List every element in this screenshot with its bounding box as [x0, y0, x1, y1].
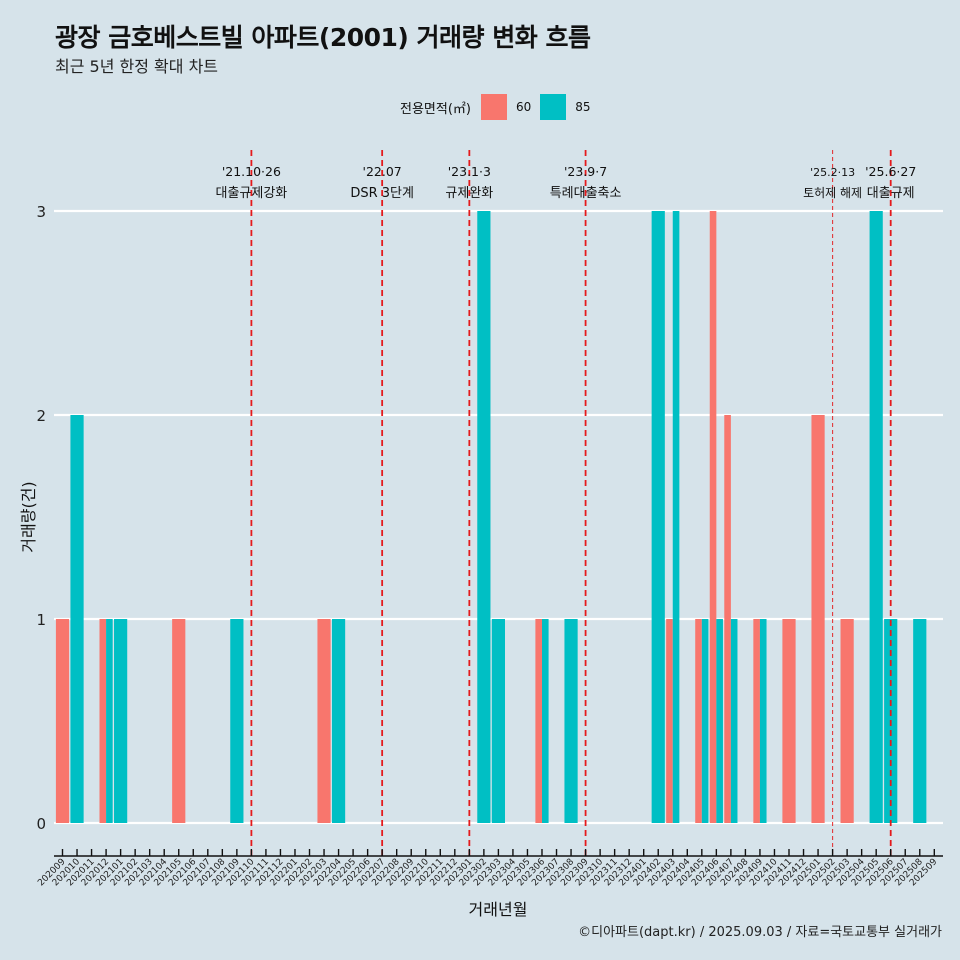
legend-title: 전용면적(㎡) [400, 101, 471, 117]
legend-swatch-60 [480, 94, 507, 120]
bar-60-202203 [317, 619, 331, 823]
y-tick-label: 1 [36, 611, 46, 629]
bar-60-202409 [753, 619, 760, 823]
annotation-date: '25.6·27 [865, 164, 916, 179]
legend: 전용면적(㎡) 60 85 [400, 93, 600, 121]
x-axis: 2020092020102020112020122021012021022021… [36, 849, 943, 888]
bar-85-202402 [651, 211, 665, 823]
bar-85-202204 [331, 619, 346, 823]
annotation-label: 대출규제 [867, 186, 915, 201]
annotation-lines [250, 150, 892, 857]
annotation-label: 특례대출축소 [550, 186, 622, 201]
bar-60-202306 [535, 619, 542, 823]
legend-label-60: 60 [515, 100, 532, 114]
annotation-label: 대출규제강화 [216, 186, 288, 201]
y-tick-label: 2 [36, 407, 46, 425]
annotation-label: DSR 3단계 [350, 186, 414, 201]
bar-85-202012 [106, 619, 113, 823]
bar-85-202302 [477, 211, 491, 823]
annotation-label: 토허제 해제 [803, 186, 862, 200]
bar-85-202407 [730, 619, 738, 823]
y-axis: 0 1 2 3 [36, 203, 46, 833]
bar-85-202405 [701, 619, 709, 823]
bar-85-202505 [869, 211, 883, 823]
annotation-date: '23.1·3 [448, 164, 491, 179]
bar-85-202010 [70, 415, 84, 823]
bar-60-202105 [172, 619, 186, 823]
bar-85-202406 [716, 619, 723, 823]
legend-swatch-85 [540, 94, 567, 120]
chart-title: 광장 금호베스트빌 아파트(2001) 거래량 변화 흐름 [55, 23, 591, 52]
x-axis-title: 거래년월 [469, 900, 528, 919]
bar-85-202308 [564, 619, 578, 823]
annotation-date: '22.07 [363, 164, 402, 179]
annotation-date: '21.10·26 [222, 164, 281, 179]
bar-85-202403 [672, 211, 680, 823]
annotation-date: '23.9·7 [564, 164, 607, 179]
y-tick-label: 0 [36, 815, 46, 833]
footer-credit: ©디아파트(dapt.kr) / 2025.09.03 / 자료=국토교통부 실… [578, 925, 942, 940]
bar-85-202303 [491, 619, 505, 823]
bar-60-202403 [666, 619, 673, 823]
annotation-date: '25.2·13 [810, 166, 855, 179]
bars [55, 211, 927, 823]
bar-85-202306 [541, 619, 549, 823]
y-tick-label: 3 [36, 203, 46, 221]
chart-subtitle: 최근 5년 한정 확대 차트 [55, 57, 219, 76]
bar-60-202405 [695, 619, 702, 823]
bar-60-202406 [709, 211, 717, 823]
bar-85-202101 [114, 619, 128, 823]
bar-60-202407 [724, 415, 731, 823]
annotation-label: 규제완화 [445, 186, 493, 201]
bar-60-202501 [811, 415, 825, 823]
bar-60-202012 [99, 619, 107, 823]
bar-60-202009 [55, 619, 70, 823]
annotation-labels: '21.10·26 대출규제강화 '22.07 DSR 3단계 '23.1·3 규제완화 '… [216, 164, 917, 201]
bar-60-202411 [782, 619, 796, 823]
bar-60-202503 [840, 619, 854, 823]
y-axis-title: 거래량(건) [19, 481, 38, 552]
bar-85-202109 [230, 619, 244, 823]
legend-label-85: 85 [575, 100, 591, 114]
bar-85-202508 [913, 619, 927, 823]
bar-85-202409 [759, 619, 767, 823]
